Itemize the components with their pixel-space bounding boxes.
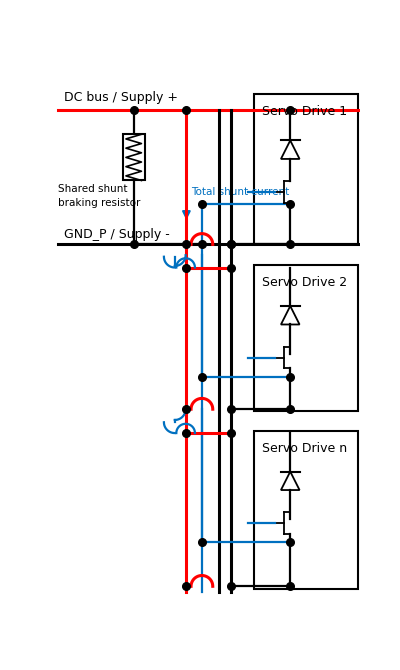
Text: GND_P / Supply -: GND_P / Supply -	[64, 228, 170, 241]
Text: Servo Drive 1: Servo Drive 1	[262, 105, 347, 118]
Bar	[254, 265, 358, 411]
Text: Servo Drive n: Servo Drive n	[262, 442, 347, 454]
Text: Total shunt current: Total shunt current	[191, 187, 289, 197]
Bar	[254, 431, 358, 589]
Text: Servo Drive 2: Servo Drive 2	[262, 276, 347, 289]
Text: DC bus / Supply +: DC bus / Supply +	[64, 91, 178, 105]
Text: Shared shunt
braking resistor: Shared shunt braking resistor	[58, 184, 140, 208]
Bar	[123, 134, 144, 180]
Bar	[254, 94, 358, 245]
